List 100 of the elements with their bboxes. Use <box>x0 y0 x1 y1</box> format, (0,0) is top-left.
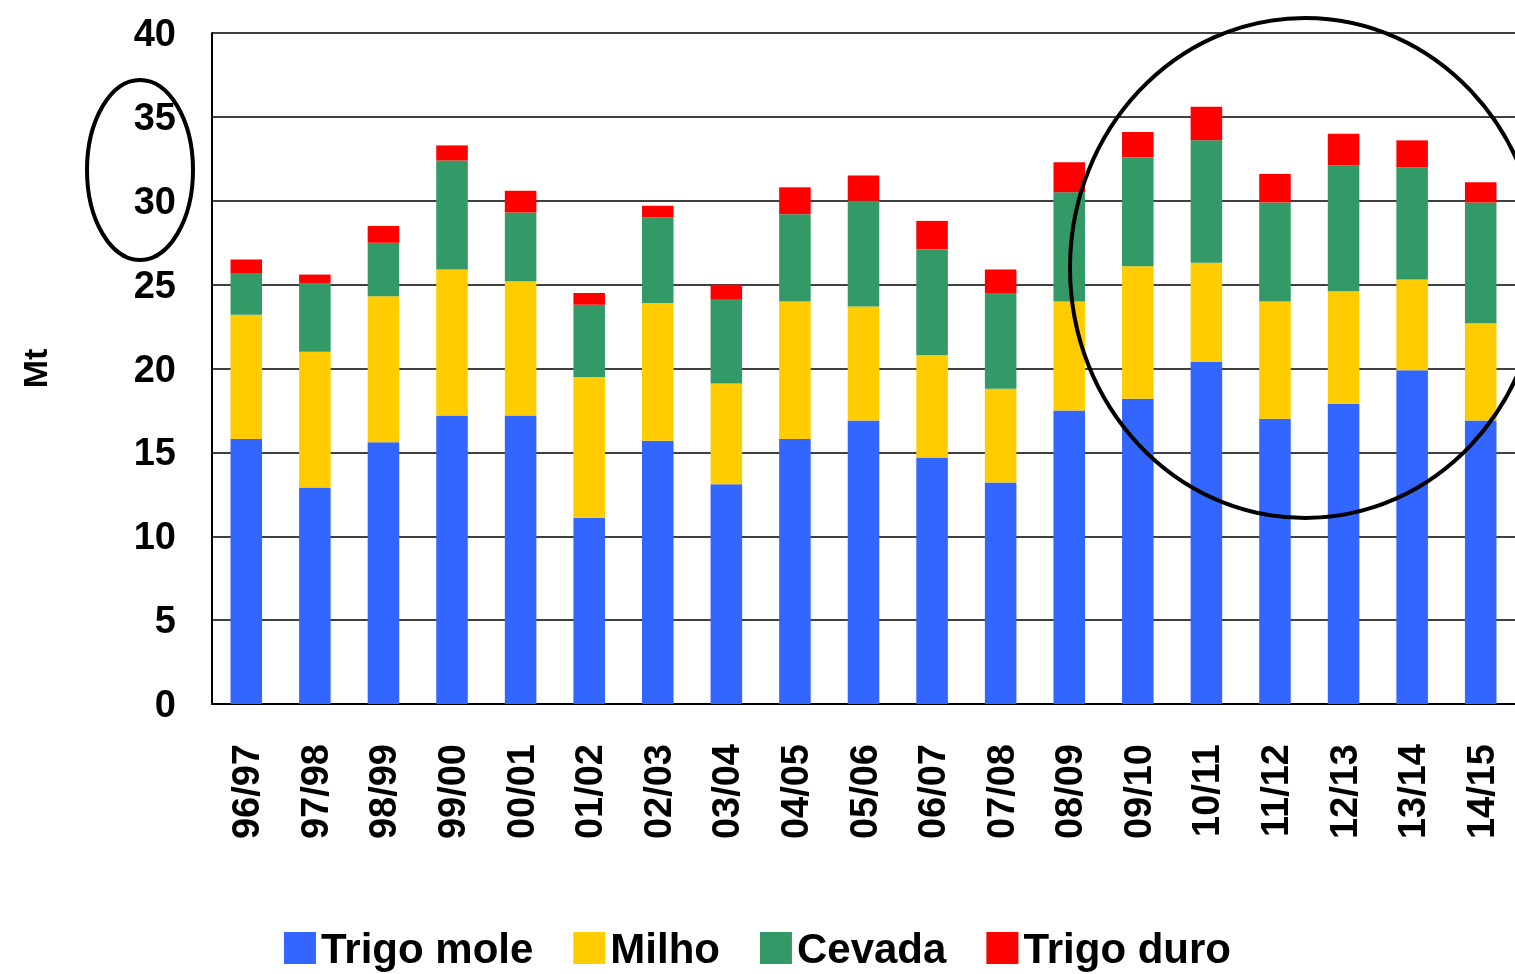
bar <box>641 440 674 704</box>
bar <box>1396 167 1428 280</box>
bar <box>847 420 880 704</box>
y-tick-label: 35 <box>133 95 176 138</box>
y-tick-label: 40 <box>133 12 176 54</box>
bar <box>1327 133 1360 166</box>
bar <box>573 304 605 377</box>
x-tick-label: 99/00 <box>431 744 474 840</box>
bar <box>230 259 263 273</box>
x-tick-label: 00/01 <box>499 744 542 840</box>
bar <box>299 282 331 352</box>
bar <box>710 299 743 384</box>
bar <box>436 160 468 270</box>
bar <box>1190 361 1223 704</box>
x-tick-label: 01/02 <box>568 744 611 840</box>
bar <box>984 269 1017 294</box>
bar <box>1190 262 1223 362</box>
bar <box>504 415 537 704</box>
bar <box>1464 202 1497 324</box>
bar <box>1259 202 1291 302</box>
bar <box>436 145 468 161</box>
bar <box>710 383 743 485</box>
bar <box>367 225 400 243</box>
bar <box>1327 291 1360 404</box>
y-tick-label: 25 <box>133 263 176 306</box>
bar <box>367 242 400 297</box>
bar <box>916 220 948 250</box>
bar <box>779 214 811 302</box>
bar <box>1053 301 1086 411</box>
bar <box>984 293 1017 389</box>
bar <box>1122 266 1154 399</box>
bar <box>916 355 948 458</box>
bar <box>779 438 811 704</box>
x-tick-label: 11/12 <box>1253 744 1296 837</box>
bar <box>1259 301 1291 419</box>
bar <box>984 388 1017 483</box>
x-tick-label: 14/15 <box>1459 744 1502 840</box>
bar <box>847 200 880 307</box>
bar <box>779 301 811 439</box>
bar <box>573 376 605 518</box>
bar <box>1190 140 1223 263</box>
bar <box>847 175 880 201</box>
legend-label: Milho <box>610 924 720 972</box>
bar <box>230 438 263 704</box>
bar <box>1464 323 1497 421</box>
bar <box>1259 418 1291 704</box>
bar <box>436 415 468 704</box>
bar <box>299 351 331 488</box>
bar <box>984 482 1017 704</box>
bar <box>1327 165 1360 292</box>
bar <box>1464 420 1497 704</box>
x-tick-label: 03/04 <box>705 744 748 840</box>
bar <box>1327 403 1360 704</box>
x-tick-label: 06/07 <box>911 744 954 840</box>
x-tick-label: 97/98 <box>293 744 336 840</box>
bar <box>1122 398 1154 704</box>
y-tick-label: 30 <box>133 179 176 222</box>
bar <box>573 517 605 704</box>
bar <box>916 457 948 704</box>
bar <box>641 303 674 441</box>
bar <box>230 272 263 315</box>
x-tick-label: 02/03 <box>636 744 679 840</box>
x-tick-label: 07/08 <box>979 744 1022 840</box>
bar <box>1464 182 1497 203</box>
bar <box>1259 173 1291 203</box>
x-tick-label: 04/05 <box>773 744 816 840</box>
legend-label: Trigo duro <box>1023 924 1232 972</box>
bar <box>641 217 674 304</box>
bar <box>1122 131 1154 158</box>
bar <box>436 269 468 416</box>
y-tick-label: 10 <box>133 515 176 558</box>
y-axis-title: Mt <box>16 348 54 389</box>
bar <box>847 306 880 421</box>
x-tick-label: 98/99 <box>362 744 405 840</box>
bar <box>1053 162 1086 193</box>
bar <box>573 293 605 305</box>
bar <box>1190 106 1223 141</box>
bar <box>504 212 537 282</box>
y-tick-label: 15 <box>133 431 176 474</box>
bar <box>1122 157 1154 267</box>
bar <box>1396 140 1428 168</box>
bar <box>710 484 743 704</box>
legend-label: Cevada <box>796 924 948 972</box>
bar <box>299 487 331 704</box>
bar <box>1396 370 1428 704</box>
bar <box>710 284 743 300</box>
bar <box>916 249 948 356</box>
x-tick-label: 12/13 <box>1322 744 1365 840</box>
bar <box>1053 410 1086 704</box>
x-tick-label: 08/09 <box>1048 744 1091 840</box>
x-tick-label: 05/06 <box>842 744 885 840</box>
bar <box>504 281 537 416</box>
x-tick-label: 10/11 <box>1185 744 1228 837</box>
bar <box>504 190 537 213</box>
bar <box>367 296 400 443</box>
legend-label: Trigo mole <box>320 924 534 972</box>
bar <box>367 442 400 704</box>
bar <box>779 187 811 215</box>
bar <box>641 205 674 218</box>
bar <box>230 314 263 439</box>
